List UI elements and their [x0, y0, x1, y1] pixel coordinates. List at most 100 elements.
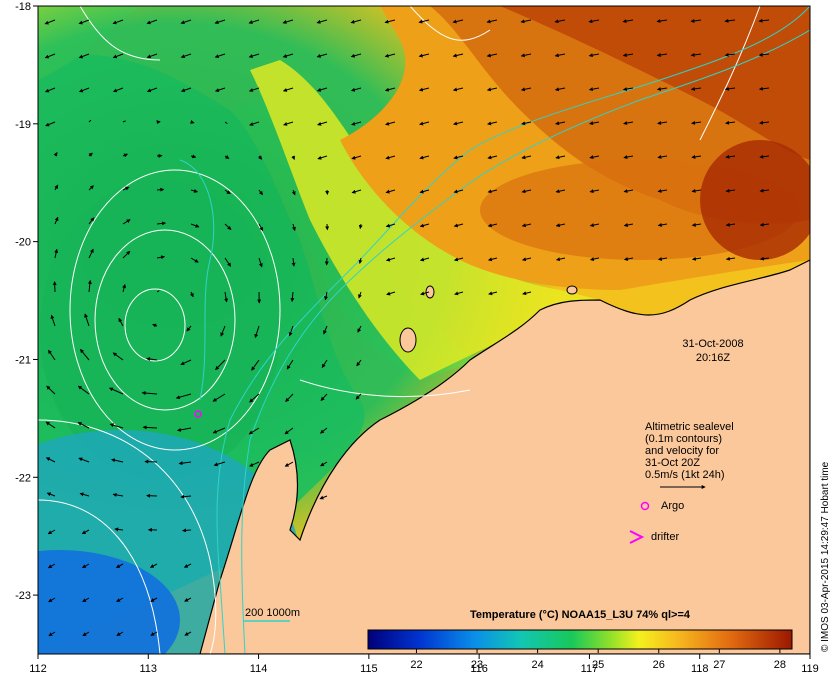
map-frame [37, 5, 811, 655]
velocity-arrow [454, 291, 464, 296]
velocity-arrow [122, 120, 126, 123]
velocity-arrow [53, 152, 58, 157]
velocity-arrow [180, 494, 192, 499]
velocity-arrow [291, 155, 295, 161]
velocity-arrow [122, 153, 128, 158]
velocity-arrow [215, 359, 226, 371]
velocity-arrow [724, 52, 736, 57]
velocity-arrow [554, 53, 566, 58]
velocity-arrow [623, 189, 634, 193]
velocity-arrow [47, 529, 56, 535]
velocity-arrow [691, 222, 702, 227]
velocity-arrow [452, 87, 464, 92]
velocity-arrow [453, 121, 464, 126]
velocity-arrow [282, 53, 294, 58]
velocity-arrow [351, 189, 362, 194]
velocity-arrow [224, 291, 229, 303]
velocity-arrow [214, 53, 226, 59]
velocity-arrow [224, 189, 231, 195]
velocity-arrow [46, 492, 56, 497]
velocity-arrow [212, 427, 226, 434]
velocity-arrow [249, 121, 260, 126]
velocity-arrow [44, 53, 56, 59]
velocity-arrow [44, 87, 56, 93]
velocity-arrow [725, 188, 736, 193]
velocity-arrow [116, 597, 124, 602]
velocity-arrow [146, 357, 158, 361]
velocity-arrow [88, 248, 94, 259]
lon-tick-label: 118 [691, 663, 709, 675]
velocity-arrow [357, 325, 362, 333]
velocity-arrow [588, 53, 600, 58]
velocity-arrow [419, 257, 430, 262]
velocity-arrow [522, 291, 532, 296]
velocity-arrow [555, 155, 566, 160]
velocity-arrow [588, 87, 600, 92]
velocity-arrow [142, 425, 158, 430]
velocity-arrow [291, 257, 296, 267]
velocity-arrow [350, 19, 362, 24]
velocity-arrow [184, 597, 192, 602]
velocity-arrow [190, 189, 198, 193]
velocity-arrow [758, 52, 770, 57]
velocity-arrow [286, 359, 294, 370]
velocity-arrow [109, 423, 124, 429]
velocity-arrow [146, 53, 158, 59]
velocity-arrow [555, 223, 566, 228]
velocity-arrow [385, 223, 396, 228]
velocity-arrow [453, 189, 464, 194]
velocity-arrow [88, 119, 92, 123]
velocity-arrow [452, 53, 464, 58]
velocity-arrow [54, 248, 59, 259]
velocity-arrow [351, 155, 362, 160]
velocity-arrow [589, 257, 600, 262]
velocity-arrow [248, 87, 260, 92]
legend-line-4: 31-Oct 20Z [645, 457, 700, 469]
velocity-arrow [725, 154, 736, 159]
velocity-arrow [320, 427, 328, 434]
velocity-arrow [358, 291, 362, 299]
velocity-arrow [213, 461, 226, 467]
velocity-arrow [521, 223, 532, 228]
velocity-arrow [657, 188, 668, 193]
velocity-arrow [78, 87, 90, 93]
velocity-arrow [321, 359, 328, 369]
velocity-arrow [182, 528, 192, 533]
velocity-arrow [623, 121, 634, 126]
velocity-arrow [691, 154, 702, 159]
velocity-arrow [419, 155, 430, 160]
velocity-arrow [358, 223, 363, 230]
velocity-arrow [79, 348, 90, 361]
velocity-arrow [249, 461, 260, 467]
velocity-arrow [724, 86, 736, 91]
velocity-arrow [453, 223, 464, 228]
velocity-arrow [178, 461, 192, 466]
velocity-arrow [291, 189, 296, 196]
velocity-arrow [190, 154, 197, 159]
lon-tick-label: 119 [801, 663, 819, 675]
velocity-arrow [656, 53, 668, 57]
lat-tick-label: -21 [15, 354, 31, 366]
velocity-arrow [176, 427, 192, 432]
velocity-arrow [112, 53, 124, 59]
velocity-arrow [44, 19, 56, 25]
velocity-arrow [317, 121, 328, 126]
velocity-arrow [48, 349, 56, 361]
velocity-arrow [152, 323, 158, 328]
colorbar-tick-label: 28 [774, 659, 786, 671]
velocity-arrow [88, 185, 94, 191]
velocity-arrow [725, 222, 736, 227]
lat-tick-label: -23 [15, 590, 31, 602]
velocity-arrows [44, 18, 770, 637]
velocity-arrow [248, 427, 260, 435]
velocity-arrow [385, 257, 396, 262]
velocity-arrow [419, 223, 430, 228]
argo-label: Argo [661, 500, 684, 512]
velocity-arrow [656, 87, 668, 91]
velocity-arrow [384, 87, 396, 92]
velocity-arrow [555, 121, 566, 126]
velocity-arrow [453, 155, 464, 160]
velocity-arrow [48, 631, 56, 637]
velocity-arrow [122, 250, 131, 259]
